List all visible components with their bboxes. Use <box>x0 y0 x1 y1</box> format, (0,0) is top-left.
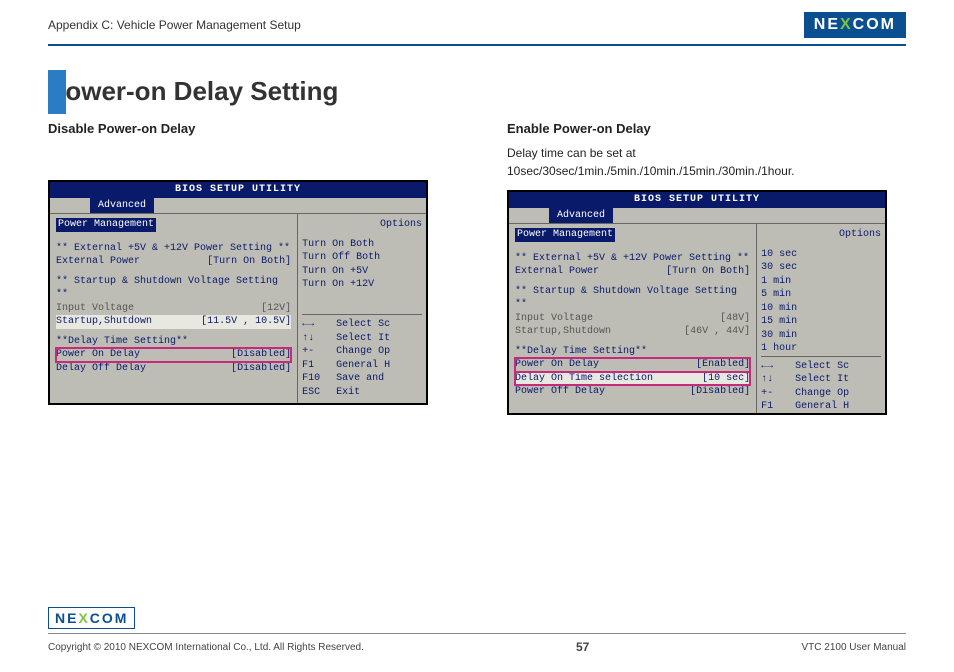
bios-title: BIOS SETUP UTILITY <box>50 182 426 198</box>
bios-screenshot-disabled: BIOS SETUP UTILITY Advanced Power Manage… <box>48 180 428 405</box>
bios-tab-advanced: Advanced <box>549 208 613 224</box>
bios-options-list: 10 sec 30 sec 1 min 5 min 10 min 15 min … <box>761 248 881 356</box>
footer-logo: NEXCOM <box>48 607 135 629</box>
left-subtitle: Disable Power-on Delay <box>48 121 447 136</box>
footer-row: Copyright © 2010 NEXCOM International Co… <box>48 640 906 654</box>
bios-body: Power Management ** External +5V & +12V … <box>50 213 426 403</box>
bios-options-list: Turn On Both Turn Off Both Turn On +5V T… <box>302 238 422 292</box>
bios-side: Options 10 sec 30 sec 1 min 5 min 10 min… <box>757 224 885 413</box>
bios-input-voltage: Input Voltage [48V] <box>515 312 750 326</box>
bios-main: Power Management ** External +5V & +12V … <box>509 224 757 413</box>
bios-section-power: ** External +5V & +12V Power Setting ** <box>515 252 750 266</box>
page-title: Power-on Delay Setting <box>48 76 906 107</box>
spacer <box>48 144 447 180</box>
manual-name: VTC 2100 User Manual <box>802 642 907 653</box>
content: Power-on Delay Setting Disable Power-on … <box>0 46 954 415</box>
bios-main: Power Management ** External +5V & +12V … <box>50 214 298 403</box>
bios-screenshot-enabled: BIOS SETUP UTILITY Advanced Power Manage… <box>507 190 887 415</box>
bios-legend: ←→Select Sc ↑↓Select It +-Change Op F1Ge… <box>761 356 881 416</box>
bios-section-delay: **Delay Time Setting** <box>515 345 750 359</box>
bios-section-voltage: ** Startup & Shutdown Voltage Setting ** <box>56 275 291 302</box>
bios-power-off-delay: Power Off Delay [Disabled] <box>515 385 750 399</box>
bios-ext-power: External Power [Turn On Both] <box>56 255 291 269</box>
bios-power-on-delay: Power On Delay [Enabled] <box>515 358 750 372</box>
bios-power-on-delay: Power On Delay [Disabled] <box>56 348 291 362</box>
bios-title: BIOS SETUP UTILITY <box>509 192 885 208</box>
logo-part3: COM <box>853 16 896 33</box>
bios-tabs: Advanced <box>509 208 885 224</box>
page-footer: NEXCOM Copyright © 2010 NEXCOM Internati… <box>0 607 954 654</box>
bios-legend: ←→Select Sc ↑↓Select It +-Change Op F1Ge… <box>302 314 422 399</box>
bios-body: Power Management ** External +5V & +12V … <box>509 223 885 413</box>
side-tab <box>48 70 66 114</box>
left-column: Disable Power-on Delay BIOS SETUP UTILIT… <box>48 121 447 415</box>
columns: Disable Power-on Delay BIOS SETUP UTILIT… <box>48 121 906 415</box>
appendix-title: Appendix C: Vehicle Power Management Set… <box>48 18 301 32</box>
right-subtitle: Enable Power-on Delay <box>507 121 906 136</box>
page-header: Appendix C: Vehicle Power Management Set… <box>0 0 954 44</box>
logo-part2: X <box>840 16 853 33</box>
right-desc: Delay time can be set at 10sec/30sec/1mi… <box>507 144 906 180</box>
bios-section-delay: **Delay Time Setting** <box>56 335 291 349</box>
bios-section-voltage: ** Startup & Shutdown Voltage Setting ** <box>515 285 750 312</box>
right-column: Enable Power-on Delay Delay time can be … <box>507 121 906 415</box>
bios-tabs: Advanced <box>50 198 426 214</box>
footer-rule <box>48 633 906 634</box>
bios-section-power: ** External +5V & +12V Power Setting ** <box>56 242 291 256</box>
bios-tab-advanced: Advanced <box>90 198 154 214</box>
bios-panel-title: Power Management <box>515 228 615 242</box>
bios-startup-shutdown: Startup,Shutdown [11.5V , 10.5V] <box>56 315 291 329</box>
bios-panel-title: Power Management <box>56 218 156 232</box>
bios-delay-on-time: Delay On Time selection [10 sec] <box>515 372 750 386</box>
bios-input-voltage: Input Voltage [12V] <box>56 302 291 316</box>
copyright: Copyright © 2010 NEXCOM International Co… <box>48 642 364 653</box>
bios-ext-power: External Power [Turn On Both] <box>515 265 750 279</box>
page-number: 57 <box>576 640 589 654</box>
brand-logo: NEXCOM <box>804 12 906 38</box>
bios-startup-shutdown: Startup,Shutdown [46V , 44V] <box>515 325 750 339</box>
bios-options-label: Options <box>302 218 422 232</box>
logo-part1: NE <box>814 16 840 33</box>
bios-options-label: Options <box>761 228 881 242</box>
bios-delay-off: Delay Off Delay [Disabled] <box>56 362 291 376</box>
bios-side: Options Turn On Both Turn Off Both Turn … <box>298 214 426 403</box>
